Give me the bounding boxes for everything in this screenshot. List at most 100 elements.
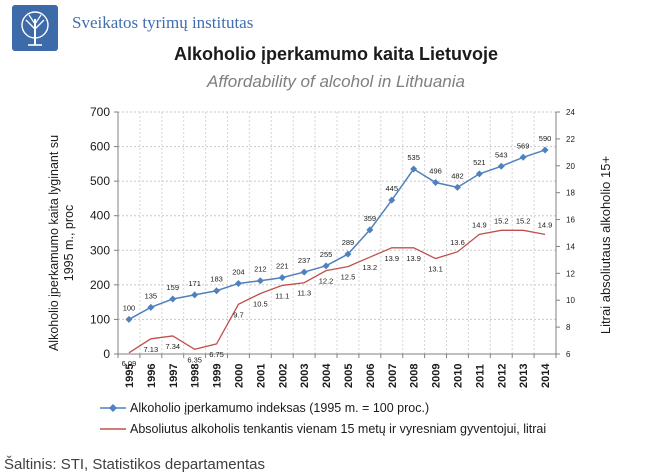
data-label-index: 569 [517,141,530,150]
data-label-index: 543 [495,150,508,159]
data-point-index [147,303,155,311]
data-label-consumption: 11.1 [275,291,289,300]
legend: Alkoholio įperkamumo indeksas (1995 m. =… [100,401,546,436]
x-tick-label: 1998 [190,364,202,388]
series-line-index [128,149,546,321]
legend-label-index: Alkoholio įperkamumo indeksas (1995 m. =… [130,401,429,415]
data-point-index [453,183,461,191]
x-tick-label: 2008 [409,364,421,388]
x-tick-label: 2010 [452,364,464,388]
data-point-index [234,279,242,287]
y-axis-label-line: 1995 m., proc [62,205,76,281]
data-label-consumption: 11.3 [297,289,311,298]
data-label-consumption: 13.9 [406,254,421,263]
data-label-consumption: 7.34 [165,342,180,351]
y2-tick-label: 10 [566,296,575,305]
axes: 0 100 200 300 400 500 600 700 6 8 10 12 14 16 18 20 22 24… [90,105,575,388]
data-point-index [366,226,374,234]
y-tick-label: 100 [90,312,110,326]
y-tick-label: 300 [90,243,110,257]
series-line-consumption [128,229,546,354]
data-point-index [497,162,505,170]
data-label-index: 204 [232,267,245,276]
y-tick-label: 200 [90,278,110,292]
data-point-index [432,179,440,187]
y-axis-label: Alkoholio įperkamumo kaita lyginant su19… [47,135,76,351]
y2-tick-label: 6 [566,350,571,359]
y-tick-label: 0 [103,347,110,361]
data-label-index: 255 [320,250,333,259]
legend-item-index: Alkoholio įperkamumo indeksas (1995 m. =… [100,401,429,415]
data-label-index: 100 [123,303,136,312]
y-tick-label: 700 [90,105,110,119]
data-label-index: 135 [145,291,158,300]
data-point-index [519,153,527,161]
data-label-index: 359 [364,214,377,223]
data-label-index: 171 [188,279,201,288]
x-tick-label: 2003 [299,364,311,388]
data-point-index [541,146,549,154]
x-tick-label: 1996 [146,364,158,388]
y2-tick-label: 24 [566,108,575,117]
legend-item-consumption: Absoliutus alkoholis tenkantis vienam 15… [100,422,546,436]
y2-tick-label: 14 [566,242,575,251]
data-label-index: 237 [298,256,311,265]
y2-tick-label: 20 [566,162,575,171]
data-point-index [256,277,264,285]
data-point-index [169,295,177,303]
x-tick-label: 2012 [496,364,508,388]
x-tick-label: 2004 [321,363,333,388]
x-tick-label: 2002 [277,364,289,388]
x-tick-label: 2014 [540,363,552,388]
data-point-index [125,315,133,323]
data-label-index: 212 [254,265,267,274]
y-tick-label: 600 [90,140,110,154]
data-label-index: 496 [429,167,442,176]
x-tick-label: 2000 [233,364,245,388]
gridlines [118,111,556,354]
x-tick-label: 2011 [474,364,486,388]
data-label-consumption: 13.9 [384,254,399,263]
data-label-consumption: 6.09 [122,359,137,368]
x-tick-label: 1999 [212,364,224,388]
data-label-consumption: 13.1 [428,265,443,274]
x-tick-label: 2001 [255,364,267,388]
data-point-index [278,274,286,282]
org-name: Sveikatos tyrimų institutas [72,13,254,32]
data-label-consumption: 9.7 [233,310,243,319]
data-label-index: 535 [407,153,420,162]
data-label-index: 221 [276,262,289,271]
data-label-index: 183 [210,275,223,284]
y-axis-label-line: Alkoholio įperkamumo kaita lyginant su [47,135,61,351]
y2-axis-label: Litrai absoliutaus alkoholio 15+ [598,156,613,334]
y2-tick-label: 18 [566,189,575,198]
legend-label-consumption: Absoliutus alkoholis tenkantis vienam 15… [130,422,546,436]
x-tick-label: 1995 [124,364,136,388]
chart-title: Alkoholio įperkamumo kaita Lietuvoje [173,44,499,64]
data-label-index: 289 [342,238,355,247]
data-point-index [213,287,221,295]
data-label-consumption: 15.2 [494,216,509,225]
data-point-index [475,170,483,178]
y-tick-label: 400 [90,209,110,223]
x-tick-label: 2006 [365,364,377,388]
y2-tick-label: 8 [566,323,571,332]
data-label-consumption: 13.2 [363,263,378,272]
x-tick-label: 1997 [168,364,180,388]
data-label-consumption: 15.2 [516,216,531,225]
data-label-consumption: 12.5 [341,273,356,282]
series [125,146,549,354]
x-tick-label: 2013 [518,364,530,388]
y2-tick-label: 22 [566,135,575,144]
y2-tick-label: 12 [566,269,575,278]
data-point-index [191,291,199,299]
data-point-index [300,268,308,276]
data-label-index: 159 [166,283,179,292]
data-label-consumption: 6.75 [209,350,224,359]
data-label-consumption: 10.5 [253,300,268,309]
data-label-consumption: 7.13 [144,345,159,354]
data-label-consumption: 13.6 [450,238,465,247]
y-tick-label: 500 [90,174,110,188]
source-note: Šaltinis: STI, Statistikos departamentas [4,456,265,473]
